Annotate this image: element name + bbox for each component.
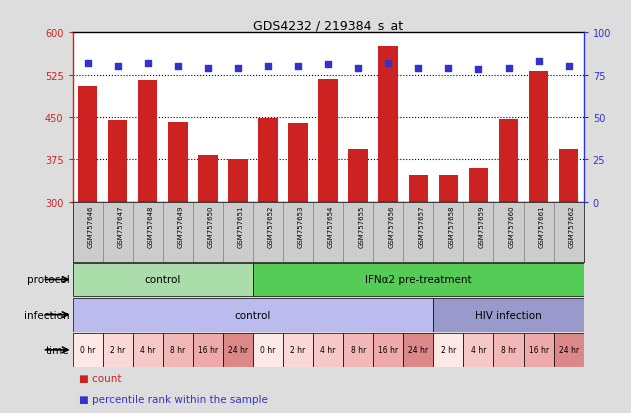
- Text: 2 hr: 2 hr: [290, 346, 305, 354]
- Text: GSM757652: GSM757652: [268, 205, 274, 248]
- Bar: [78, 87, 97, 202]
- Text: GSM757659: GSM757659: [478, 205, 485, 248]
- Text: GSM757647: GSM757647: [117, 205, 124, 248]
- Bar: [529, 71, 548, 202]
- Point: [293, 64, 303, 70]
- Bar: [433, 298, 584, 332]
- Text: 24 hr: 24 hr: [558, 346, 579, 354]
- Text: GSM757650: GSM757650: [208, 205, 214, 248]
- Bar: [73, 298, 433, 332]
- Text: GSM757648: GSM757648: [148, 205, 154, 248]
- Point: [353, 65, 363, 72]
- Bar: [553, 333, 584, 367]
- Point: [203, 65, 213, 72]
- Text: GSM757653: GSM757653: [298, 205, 304, 248]
- Bar: [343, 333, 373, 367]
- Bar: [253, 263, 584, 297]
- Bar: [319, 79, 338, 202]
- Point: [563, 64, 574, 70]
- Bar: [403, 333, 433, 367]
- Point: [173, 64, 183, 70]
- Bar: [73, 333, 103, 367]
- Bar: [288, 123, 308, 202]
- Text: 0 hr: 0 hr: [80, 346, 95, 354]
- Text: 24 hr: 24 hr: [228, 346, 248, 354]
- Bar: [373, 333, 403, 367]
- Bar: [408, 175, 428, 202]
- Text: GSM757654: GSM757654: [328, 205, 334, 248]
- Bar: [439, 175, 458, 202]
- Bar: [103, 333, 133, 367]
- Point: [112, 64, 122, 70]
- Text: 16 hr: 16 hr: [529, 346, 548, 354]
- Text: 0 hr: 0 hr: [261, 346, 276, 354]
- Text: 4 hr: 4 hr: [321, 346, 336, 354]
- Point: [534, 59, 544, 65]
- Bar: [163, 333, 193, 367]
- Point: [143, 60, 153, 67]
- Bar: [379, 47, 398, 202]
- Text: IFNα2 pre-treatment: IFNα2 pre-treatment: [365, 275, 471, 285]
- Text: ■ count: ■ count: [79, 373, 121, 383]
- Text: GSM757651: GSM757651: [238, 205, 244, 248]
- Bar: [253, 333, 283, 367]
- Text: 4 hr: 4 hr: [471, 346, 486, 354]
- Text: control: control: [144, 275, 181, 285]
- Point: [83, 60, 93, 67]
- Text: ■ percentile rank within the sample: ■ percentile rank within the sample: [79, 394, 268, 404]
- Text: 4 hr: 4 hr: [140, 346, 155, 354]
- Text: HIV infection: HIV infection: [475, 310, 542, 320]
- Point: [383, 60, 393, 67]
- Text: 8 hr: 8 hr: [501, 346, 516, 354]
- Text: GSM757656: GSM757656: [388, 205, 394, 248]
- Bar: [469, 169, 488, 202]
- Bar: [108, 121, 127, 202]
- Bar: [198, 156, 218, 202]
- Bar: [228, 159, 248, 202]
- Text: 8 hr: 8 hr: [170, 346, 186, 354]
- Text: infection: infection: [24, 310, 69, 320]
- Text: GSM757646: GSM757646: [88, 205, 93, 248]
- Text: 2 hr: 2 hr: [441, 346, 456, 354]
- Bar: [138, 81, 158, 202]
- Bar: [313, 333, 343, 367]
- Text: 24 hr: 24 hr: [408, 346, 428, 354]
- Bar: [193, 333, 223, 367]
- Bar: [73, 263, 253, 297]
- Title: GDS4232 / 219384_s_at: GDS4232 / 219384_s_at: [253, 19, 403, 32]
- Bar: [498, 119, 518, 202]
- Text: 2 hr: 2 hr: [110, 346, 126, 354]
- Bar: [463, 333, 493, 367]
- Text: 8 hr: 8 hr: [351, 346, 366, 354]
- Bar: [283, 333, 313, 367]
- Text: GSM757658: GSM757658: [449, 205, 454, 248]
- Bar: [559, 150, 579, 202]
- Text: GSM757657: GSM757657: [418, 205, 424, 248]
- Point: [233, 65, 243, 72]
- Point: [504, 65, 514, 72]
- Text: 16 hr: 16 hr: [378, 346, 398, 354]
- Text: 16 hr: 16 hr: [198, 346, 218, 354]
- Bar: [348, 150, 368, 202]
- Text: protocol: protocol: [27, 275, 69, 285]
- Text: GSM757649: GSM757649: [178, 205, 184, 248]
- Point: [413, 65, 423, 72]
- Bar: [223, 333, 253, 367]
- Text: GSM757662: GSM757662: [569, 205, 575, 248]
- Point: [444, 65, 454, 72]
- Point: [263, 64, 273, 70]
- Bar: [168, 122, 187, 202]
- Text: GSM757661: GSM757661: [539, 205, 545, 248]
- Bar: [258, 119, 278, 202]
- Text: control: control: [235, 310, 271, 320]
- Bar: [493, 333, 524, 367]
- Bar: [433, 333, 463, 367]
- Bar: [524, 333, 553, 367]
- Point: [323, 62, 333, 69]
- Text: time: time: [46, 345, 69, 355]
- Text: GSM757660: GSM757660: [509, 205, 514, 248]
- Point: [473, 67, 483, 74]
- Text: GSM757655: GSM757655: [358, 205, 364, 248]
- Bar: [133, 333, 163, 367]
